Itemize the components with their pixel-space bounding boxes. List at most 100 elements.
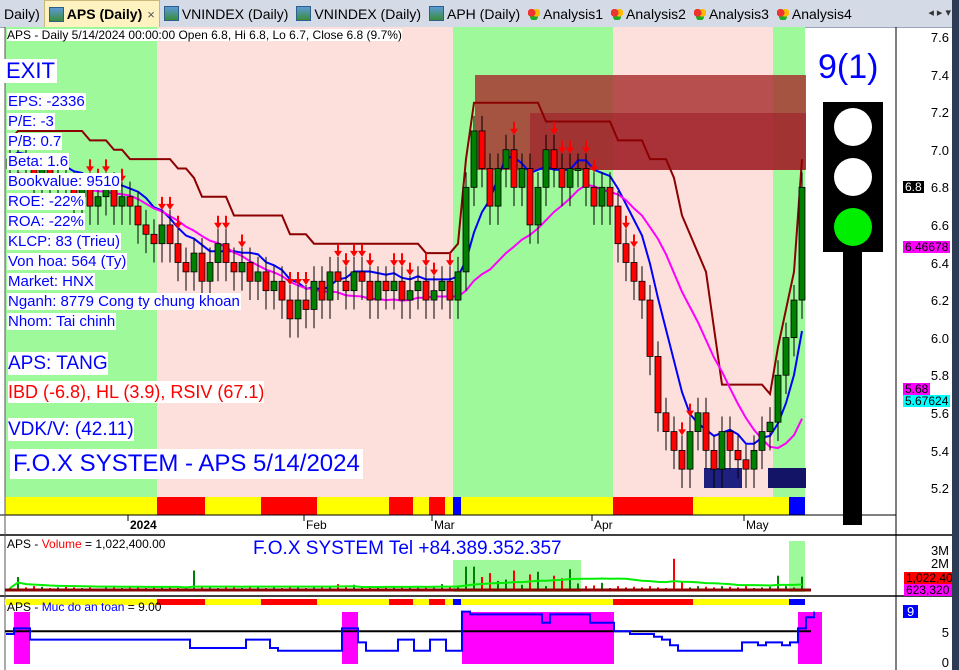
- tab-1[interactable]: APS (Daily) ×: [43, 0, 160, 27]
- safety-zone: [590, 612, 598, 664]
- chart-icon: [296, 6, 312, 21]
- price-tick-label: 6.2: [930, 293, 949, 309]
- candle-body: [622, 243, 630, 263]
- candle-body: [686, 431, 694, 470]
- tab-label: VNINDEX (Daily): [181, 5, 289, 22]
- volume-tick-label: 3M: [930, 543, 949, 558]
- trend-label: APS: TANG: [8, 352, 108, 375]
- candle-body: [414, 280, 422, 292]
- candle-body: [638, 280, 646, 301]
- tab-4[interactable]: APH (Daily): [425, 1, 524, 27]
- candle-body: [174, 243, 182, 263]
- tab-5[interactable]: Analysis1: [524, 1, 607, 27]
- sell-arrow-icon: [390, 253, 398, 267]
- price-tick-label: 5.4: [930, 443, 949, 459]
- candle-body: [334, 271, 342, 282]
- tab-0[interactable]: Daily): [0, 1, 44, 27]
- chart-area[interactable]: 2024 Feb Mar Apr May: [0, 27, 952, 670]
- candle-body: [238, 262, 246, 273]
- candle-body: [382, 280, 390, 292]
- price-tag: 5.68: [903, 382, 931, 396]
- traffic-light-pole: [843, 240, 862, 525]
- candle-body: [294, 299, 302, 320]
- safety-tag: 9: [903, 605, 919, 618]
- safety-zone: [550, 612, 558, 664]
- tab-label: VNINDEX (Daily): [314, 5, 421, 22]
- contact-banner: F.O.X SYSTEM Tel +84.389.352.357: [253, 538, 562, 559]
- sell-arrow-icon: [398, 253, 406, 267]
- sell-arrow-icon: [222, 215, 230, 229]
- candle-body: [118, 196, 126, 207]
- candle-body: [646, 299, 654, 357]
- sell-arrow-icon: [622, 215, 630, 229]
- volume-title-value: = 1,022,400.00: [81, 537, 166, 551]
- tab-2[interactable]: VNINDEX (Daily): [160, 1, 293, 27]
- candle-body: [454, 271, 462, 301]
- candle-body: [542, 149, 550, 188]
- volume-ma-line: [9, 577, 803, 589]
- signal-strip-segment: [445, 497, 453, 515]
- candle-body: [134, 205, 142, 226]
- safety-strip-segment: [389, 599, 413, 605]
- safety-tick-label: 5: [941, 625, 949, 640]
- candle-body: [582, 168, 590, 188]
- tab-label: Analysis4: [791, 5, 852, 22]
- safety-zone: [542, 612, 550, 664]
- traffic-score: 9(1): [818, 48, 879, 86]
- tab-3[interactable]: VNINDEX (Daily): [292, 1, 425, 27]
- tab-scroll-arrows[interactable]: ◂ ▸ ▾: [925, 0, 951, 27]
- candle-body: [518, 168, 526, 188]
- close-tab-icon[interactable]: ×: [147, 6, 155, 22]
- candle-body: [398, 280, 406, 301]
- candle-body: [278, 280, 286, 301]
- date-label: Apr: [594, 518, 613, 532]
- chart-tab-bar: Daily) APS (Daily) × VNINDEX (Daily) VNINDEX…: [0, 0, 959, 28]
- signal-strip-segment: [693, 497, 789, 515]
- sell-arrow-icon: [350, 243, 358, 257]
- sell-arrow-icon: [342, 253, 350, 267]
- sell-arrow-icon: [334, 243, 342, 257]
- candle-body: [350, 271, 358, 292]
- signal-strip-segment: [613, 497, 693, 515]
- sell-arrow-icon: [510, 121, 518, 135]
- candle-body: [734, 449, 742, 461]
- candle-body: [446, 280, 454, 301]
- candle-body: [798, 186, 806, 301]
- candle-body: [206, 262, 214, 282]
- safety-strip-segment: [429, 599, 445, 605]
- chart-icon: [429, 6, 444, 21]
- fundamental-item: P/B: 0.7: [7, 133, 63, 150]
- sell-arrow-icon: [366, 253, 374, 267]
- price-tick-label: 7.2: [930, 105, 949, 121]
- signal-strip-segment: [461, 497, 613, 515]
- candle-body: [702, 412, 710, 451]
- signal-strip-segment: [389, 497, 413, 515]
- price-tick-label: 6.6: [930, 218, 949, 233]
- fundamental-item: Nganh: 8779 Cong ty chung khoan: [7, 293, 241, 310]
- candle-body: [718, 431, 726, 470]
- candle-body: [550, 149, 558, 169]
- candle-body: [198, 252, 206, 282]
- safety-strip-segment: [317, 599, 389, 605]
- safety-title-prefix: APS -: [7, 600, 42, 614]
- safety-zone: [22, 612, 30, 664]
- sell-arrow-icon: [358, 243, 366, 257]
- candle-body: [566, 168, 574, 188]
- traffic-light-white-icon: [834, 108, 872, 146]
- traffic-light-white-icon: [834, 158, 872, 196]
- sell-arrow-icon: [214, 215, 222, 229]
- candle-body: [270, 280, 278, 292]
- price-tick-label: 5.2: [930, 481, 949, 497]
- tab-label: Daily): [4, 5, 40, 22]
- sell-arrow-icon: [686, 403, 694, 417]
- candle-body: [374, 280, 382, 301]
- price-tick-label: 5.6: [930, 406, 949, 421]
- sell-arrow-icon: [406, 262, 414, 276]
- tab-6[interactable]: Analysis2: [607, 1, 690, 27]
- candle-body: [286, 299, 294, 320]
- tab-8[interactable]: Analysis4: [773, 1, 856, 27]
- candle-body: [150, 233, 158, 245]
- candle-body: [246, 262, 254, 282]
- candle-body: [302, 299, 310, 310]
- tab-7[interactable]: Analysis3: [690, 1, 773, 27]
